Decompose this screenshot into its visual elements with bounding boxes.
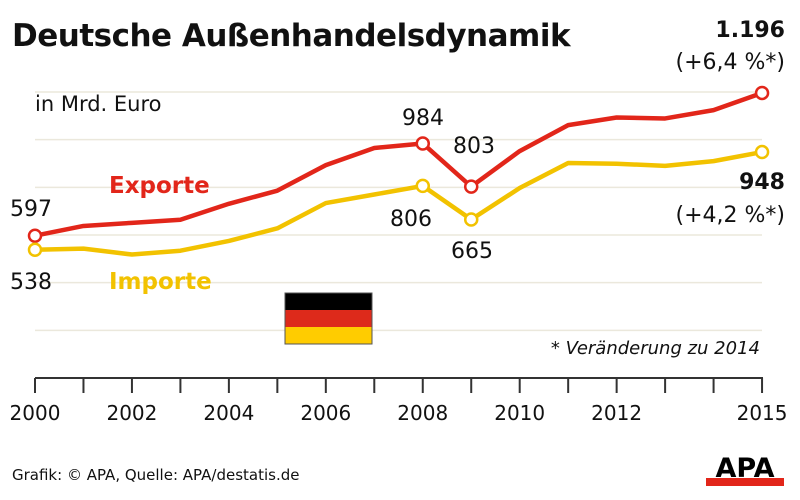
flag-border xyxy=(284,292,373,345)
x-tick-label: 2004 xyxy=(203,401,254,425)
series-label-imports: Importe xyxy=(109,269,212,295)
x-tick-label: 2015 xyxy=(737,401,788,425)
x-tick-label: 2000 xyxy=(10,401,61,425)
flag-black xyxy=(285,293,372,310)
data-point-marker xyxy=(463,212,479,227)
data-label: 806 xyxy=(390,207,432,232)
footnote: * Veränderung zu 2014 xyxy=(550,338,760,359)
data-label: 597 xyxy=(10,197,52,222)
data-label: (+4,2 %*) xyxy=(676,203,785,228)
flag-gold xyxy=(285,327,372,344)
data-label: 948 xyxy=(739,170,785,195)
data-point-marker xyxy=(463,179,479,194)
x-tick-label: 2008 xyxy=(397,401,448,425)
data-label: 803 xyxy=(453,134,495,159)
series-line-importe xyxy=(34,149,763,257)
data-point-marker xyxy=(27,242,43,258)
series-line-exporte xyxy=(34,90,763,238)
data-point-marker xyxy=(27,228,43,243)
data-label: 665 xyxy=(451,239,493,264)
flag-red xyxy=(285,310,372,327)
data-label: 538 xyxy=(10,270,52,295)
apa-logo: APA xyxy=(706,453,784,486)
data-point-marker xyxy=(754,85,770,101)
chart-title: Deutsche Außenhandelsdynamik xyxy=(12,18,571,54)
x-tick-label: 2002 xyxy=(106,401,157,425)
data-label: 1.196 xyxy=(715,18,785,43)
data-label: (+6,4 %*) xyxy=(676,50,785,75)
unit-label: in Mrd. Euro xyxy=(35,92,162,116)
data-point-marker xyxy=(754,144,770,160)
source-footer: Grafik: © APA, Quelle: APA/destatis.de xyxy=(12,466,300,484)
data-point-marker xyxy=(415,136,431,151)
x-tick-label: 2010 xyxy=(494,401,545,425)
x-tick-label: 2006 xyxy=(300,401,351,425)
series-label-exports: Exporte xyxy=(109,173,210,199)
x-tick-label: 2012 xyxy=(591,401,642,425)
data-point-marker xyxy=(415,178,431,194)
data-label: 984 xyxy=(402,106,444,131)
